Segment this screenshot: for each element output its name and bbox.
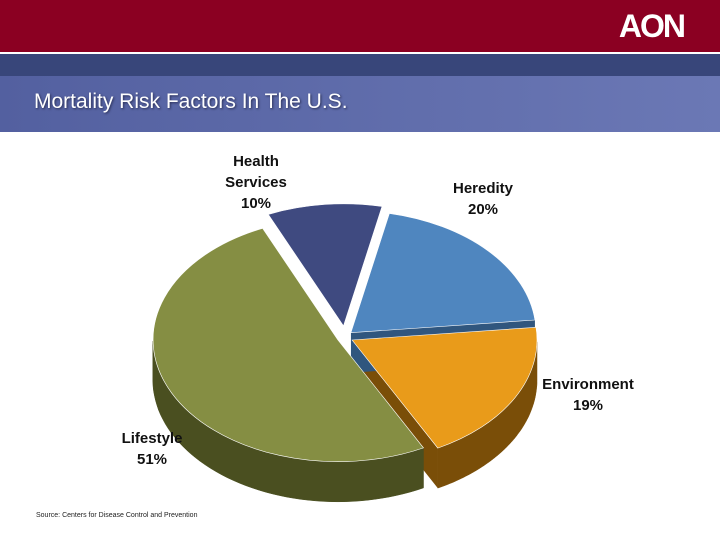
slice-label-lifestyle: Lifestyle 51% xyxy=(122,430,183,468)
slice-environment xyxy=(351,326,538,449)
slice-label-heredity: Heredity 20% xyxy=(453,180,514,218)
navy-stripe xyxy=(0,54,720,76)
pie-tops xyxy=(152,203,538,462)
source-note: Source: Centers for Disease Control and … xyxy=(36,512,198,519)
page-title: Mortality Risk Factors In The U.S. xyxy=(34,90,348,113)
slice-labels: Health Services 10% Heredity 20% Environment 1… xyxy=(122,153,634,468)
title-bar xyxy=(0,76,720,132)
top-bar xyxy=(0,0,720,52)
slice-health-services xyxy=(267,203,383,327)
slice-label-health-services: Health Services 10% xyxy=(225,153,287,212)
slice-lifestyle xyxy=(152,227,424,462)
aon-logo: AON xyxy=(618,8,686,44)
slice-label-environment: Environment 19% xyxy=(542,376,634,414)
slice-heredity xyxy=(350,213,536,334)
